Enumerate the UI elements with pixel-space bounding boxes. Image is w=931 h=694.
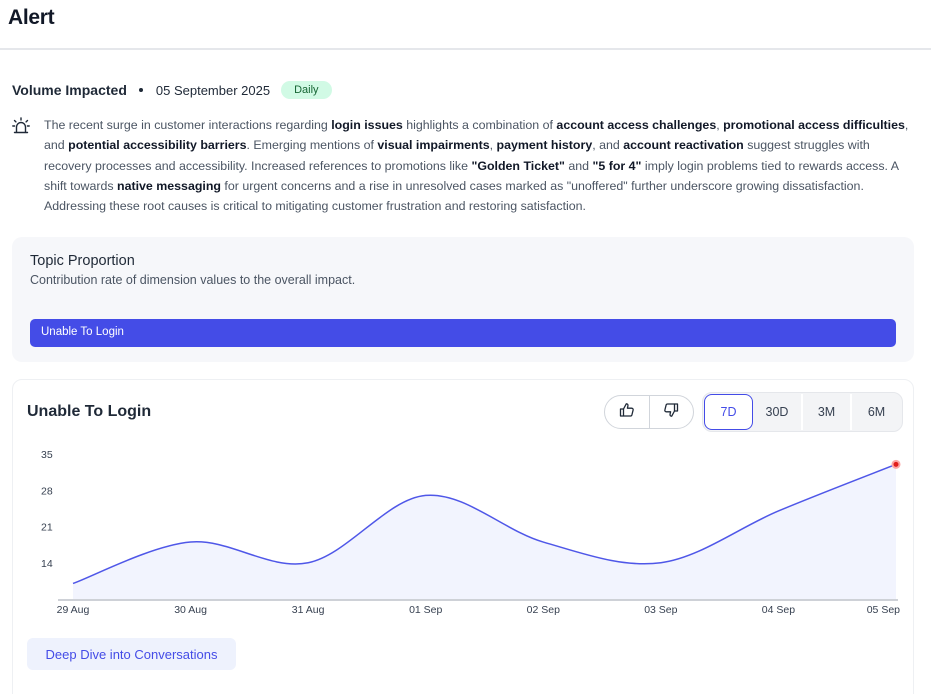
y-tick-label: 28	[41, 485, 53, 497]
summary-keyword: "5 for 4"	[592, 158, 642, 173]
x-tick-label: 04 Sep	[762, 604, 795, 616]
topic-proportion-bar[interactable]: Unable To Login	[30, 319, 896, 347]
summary-keyword: account reactivation	[623, 138, 744, 153]
frequency-badge: Daily	[281, 81, 332, 99]
summary-keyword: potential accessibility barriers	[68, 138, 247, 153]
summary-keyword: login issues	[331, 118, 403, 132]
x-tick-label: 03 Sep	[644, 604, 677, 616]
x-tick-label: 05 Sep	[867, 604, 900, 616]
summary-keyword: promotional access difficulties	[723, 118, 905, 132]
range-30d-button[interactable]: 30D	[753, 394, 803, 430]
summary-keyword: native messaging	[117, 178, 221, 193]
summary-text: , and	[44, 118, 909, 153]
thumbs-down-icon	[663, 402, 679, 423]
alert-date: 05 September 2025	[155, 82, 271, 98]
header: Alert	[0, 0, 931, 50]
alert-summary: The recent surge in customer interaction…	[44, 115, 916, 216]
summary-text: imply login problems tied to rewards acc…	[44, 158, 899, 193]
trend-chart: 14 21 28 35 29 Aug 30 Aug 31 Aug 01 Sep 02 Sep 03…	[41, 449, 901, 616]
alert-meta: Volume Impacted 05 September 2025 Daily	[12, 80, 332, 100]
summary-keyword: account access challenges	[556, 118, 717, 132]
topic-proportion-title: Topic Proportion	[30, 253, 135, 269]
summary-keyword: payment history	[496, 138, 593, 153]
y-tick-label: 14	[41, 558, 53, 570]
summary-text: The recent surge in customer interaction…	[44, 118, 332, 132]
y-tick-label: 35	[41, 449, 53, 461]
summary-text: . Emerging mentions of	[246, 138, 378, 153]
thumbs-down-button[interactable]	[648, 396, 693, 428]
x-tick-label: 30 Aug	[174, 604, 207, 616]
metric-label: Volume Impacted	[12, 82, 127, 98]
x-tick-label: 01 Sep	[409, 604, 442, 616]
time-range-selector: 7D 30D 3M 6M	[702, 392, 903, 432]
summary-keyword: "Golden Ticket"	[471, 158, 565, 173]
summary-text: for urgent concerns and a rise in unreso…	[44, 178, 864, 214]
alarm-icon	[12, 117, 30, 135]
summary-keyword: visual impairments	[377, 138, 490, 153]
x-tick-label: 31 Aug	[292, 604, 325, 616]
deep-dive-button[interactable]: Deep Dive into Conversations	[27, 638, 236, 670]
topic-proportion-card: Topic Proportion Contribution rate of di…	[12, 237, 914, 362]
summary-text: ,	[716, 118, 724, 132]
thumbs-up-icon	[619, 402, 635, 423]
series-line	[72, 463, 897, 585]
data-point	[891, 459, 901, 469]
feedback-buttons	[604, 395, 694, 429]
y-tick-label: 21	[41, 522, 53, 534]
summary-text: suggest struggles with recovery processe…	[44, 138, 870, 173]
page-title: Alert	[8, 6, 55, 29]
range-7d-button[interactable]: 7D	[704, 394, 753, 430]
summary-text: , and	[592, 138, 624, 153]
chart-title: Unable To Login	[27, 403, 152, 420]
x-tick-label: 02 Sep	[527, 604, 560, 616]
trend-chart-card: Unable To Login 7D 30D 3M 6M 14 21 28 35 29	[12, 379, 914, 694]
summary-text: ,	[489, 138, 497, 153]
summary-text: highlights a combination of	[402, 118, 557, 132]
range-3m-button[interactable]: 3M	[803, 394, 852, 430]
x-tick-label: 29 Aug	[57, 604, 90, 616]
summary-text: and	[564, 158, 593, 173]
separator-dot	[138, 88, 143, 92]
thumbs-up-button[interactable]	[605, 396, 649, 428]
range-6m-button[interactable]: 6M	[867, 405, 886, 419]
topic-proportion-subtitle: Contribution rate of dimension values to…	[30, 273, 356, 287]
series-area-fill	[73, 464, 896, 599]
